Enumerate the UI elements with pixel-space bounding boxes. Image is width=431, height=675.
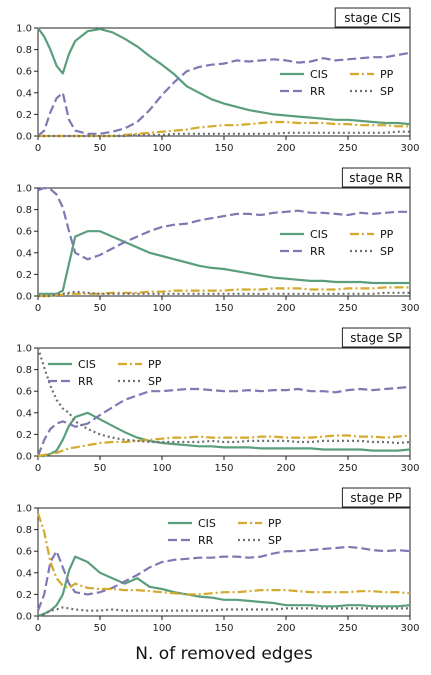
y-tick-label: 1.0 — [16, 24, 32, 35]
legend-label-rr: RR — [310, 245, 326, 258]
x-tick-label: 250 — [338, 463, 357, 474]
y-tick-label: 1.0 — [16, 184, 32, 195]
y-tick-label: 0.0 — [16, 452, 32, 463]
x-tick-label: 300 — [400, 143, 419, 154]
x-tick-label: 300 — [400, 303, 419, 314]
y-tick-label: 0.2 — [16, 590, 32, 601]
x-tick-label: 0 — [35, 143, 41, 154]
x-tick-label: 250 — [338, 143, 357, 154]
panel-title: stage RR — [349, 171, 403, 185]
y-tick-label: 0.8 — [16, 205, 32, 216]
legend-label-pp: PP — [148, 358, 162, 371]
x-tick-label: 200 — [276, 143, 295, 154]
x-tick-label: 150 — [214, 143, 233, 154]
panel-title: stage PP — [350, 491, 402, 505]
y-tick-label: 0.0 — [16, 132, 32, 143]
x-tick-label: 150 — [214, 303, 233, 314]
x-tick-label: 0 — [35, 463, 41, 474]
x-axis-label: N. of removed edges — [135, 644, 313, 664]
y-tick-label: 0.6 — [16, 227, 32, 238]
series-line-sp — [38, 290, 410, 298]
legend-label-pp: PP — [268, 517, 282, 530]
x-tick-label: 100 — [152, 303, 171, 314]
x-tick-label: 0 — [35, 303, 41, 314]
y-tick-label: 0.8 — [16, 365, 32, 376]
legend-label-rr: RR — [310, 85, 326, 98]
panel-0: 0.0 0.2 0.4 0.6 0.8 1.0 0 50 100 150 200 250 300 stag… — [16, 7, 420, 154]
x-tick-label: 300 — [400, 623, 419, 634]
panel-3: 0.0 0.2 0.4 0.6 0.8 1.0 0 50 100 150 200 250 300 stag… — [16, 487, 420, 634]
series-line-pp — [38, 286, 410, 298]
x-tick-label: 300 — [400, 463, 419, 474]
series-line-cis — [38, 411, 411, 458]
series-line-sp — [37, 606, 410, 618]
series-line-cis — [37, 27, 411, 126]
panels: 0.0 0.2 0.4 0.6 0.8 1.0 0 50 100 150 200 250 300 stag… — [16, 7, 420, 634]
series-line-rr — [36, 385, 411, 457]
y-tick-label: 0.2 — [16, 270, 32, 281]
series-line-rr — [37, 51, 411, 137]
panel-title-box — [341, 167, 411, 188]
x-tick-label: 200 — [276, 463, 295, 474]
x-tick-label: 100 — [152, 623, 171, 634]
x-tick-label: 50 — [94, 463, 107, 474]
y-tick-label: 0.8 — [16, 525, 32, 536]
panel-title-box — [334, 7, 411, 28]
x-tick-label: 50 — [94, 303, 107, 314]
y-tick-label: 0.6 — [16, 387, 32, 398]
y-tick-label: 1.0 — [16, 504, 32, 515]
x-tick-label: 250 — [338, 623, 357, 634]
legend-label-rr: RR — [198, 534, 214, 547]
legend-label-sp: SP — [380, 85, 394, 98]
x-tick-label: 250 — [338, 303, 357, 314]
y-tick-label: 0.4 — [16, 88, 32, 99]
panel-title-box — [341, 327, 411, 348]
y-tick-label: 0.6 — [16, 547, 32, 558]
y-tick-label: 0.6 — [16, 67, 32, 78]
y-tick-label: 1.0 — [16, 344, 32, 355]
y-tick-label: 0.8 — [16, 45, 32, 56]
legend-label-rr: RR — [78, 375, 94, 388]
panel-1: 0.0 0.2 0.4 0.6 0.8 1.0 0 50 100 150 200 250 300 stag… — [16, 167, 420, 314]
legend-label-cis: CIS — [310, 228, 328, 241]
legend-label-sp: SP — [380, 245, 394, 258]
series-line-rr — [36, 545, 411, 611]
panel-title-box — [341, 487, 411, 508]
panel-title: stage SP — [350, 331, 402, 345]
legend-label-sp: SP — [148, 375, 162, 388]
x-tick-label: 150 — [214, 623, 233, 634]
legend-label-pp: PP — [380, 68, 394, 81]
panel-title: stage CIS — [344, 11, 401, 25]
series-line-pp — [36, 513, 411, 596]
legend-label-cis: CIS — [310, 68, 328, 81]
legend-label-cis: CIS — [198, 517, 216, 530]
legend-label-sp: SP — [268, 534, 282, 547]
y-tick-label: 0.4 — [16, 568, 32, 579]
series-line-cis — [38, 230, 410, 295]
x-tick-label: 100 — [152, 143, 171, 154]
y-tick-label: 0.2 — [16, 110, 32, 121]
x-tick-label: 100 — [152, 463, 171, 474]
plot-frame — [37, 187, 411, 297]
series-line-cis — [37, 555, 411, 618]
y-tick-label: 0.0 — [16, 292, 32, 303]
panel-2: 0.0 0.2 0.4 0.6 0.8 1.0 0 50 100 150 200 250 300 stag… — [16, 327, 420, 474]
x-tick-label: 200 — [276, 303, 295, 314]
legend-label-cis: CIS — [78, 358, 96, 371]
series-line-pp — [37, 434, 411, 458]
series-line-pp — [38, 120, 410, 138]
y-tick-label: 0.0 — [16, 612, 32, 623]
x-tick-label: 150 — [214, 463, 233, 474]
x-tick-label: 50 — [94, 623, 107, 634]
legend-label-pp: PP — [380, 228, 394, 241]
series-line-rr — [37, 186, 410, 261]
x-tick-label: 0 — [35, 623, 41, 634]
x-tick-label: 50 — [94, 143, 107, 154]
x-tick-label: 200 — [276, 623, 295, 634]
y-tick-label: 0.4 — [16, 248, 32, 259]
y-tick-label: 0.2 — [16, 430, 32, 441]
y-tick-label: 0.4 — [16, 408, 32, 419]
